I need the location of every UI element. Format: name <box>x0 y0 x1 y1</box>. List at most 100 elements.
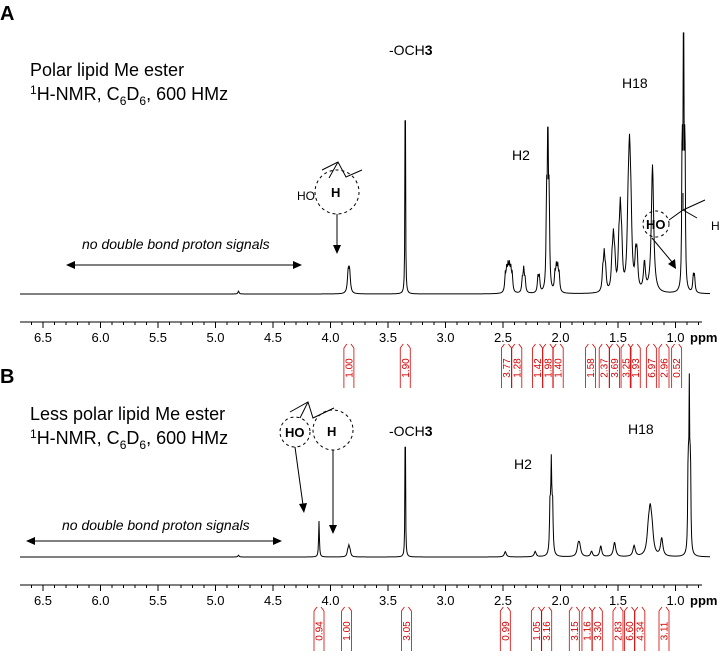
integral-mark: 6.60 <box>624 606 636 651</box>
x-axis-b: 6.5 6.0 5.5 5.0 4.5 4.0 3.5 3.0 2.5 2.0 1.5 1.0 ppm <box>20 584 717 608</box>
integral-value: 1.00 <box>344 358 355 378</box>
h-label-a2: H <box>711 219 720 233</box>
ho-label-b: HO <box>285 425 305 440</box>
arrow-right-icon <box>273 537 282 545</box>
no-double-bond-note-b: no double bond proton signals <box>26 517 282 545</box>
tick-label: 4.5 <box>264 593 282 608</box>
tick-label: 3.5 <box>379 330 397 345</box>
no-double-bond-note-a: no double bond proton signals <box>66 236 302 269</box>
integral-value: 3.69 <box>610 358 621 378</box>
integrals-b: 0.94 1.00 3.05 0.99 1.05 3.16 3.15 1.16 3.30 2.83… <box>313 606 671 651</box>
spectrum-a <box>20 32 711 295</box>
arrow-left-icon <box>66 261 75 269</box>
integral-value: 3.30 <box>593 621 604 641</box>
tick-label: 2.5 <box>494 593 512 608</box>
integral-value: 1.90 <box>401 358 412 378</box>
bond-icon <box>321 161 363 178</box>
integral-mark: 1.98 <box>542 343 554 388</box>
tick-label: 3.0 <box>436 330 454 345</box>
integral-mark: 1.05 <box>530 606 543 651</box>
integral-value: 1.16 <box>582 621 593 641</box>
integral-mark: 2.37 <box>598 343 611 388</box>
integral-mark: 0.94 <box>313 606 326 651</box>
integral-mark: 3.11 <box>658 606 671 651</box>
h2-label-b: H2 <box>514 456 532 472</box>
arrow-head-icon <box>333 245 341 254</box>
no-double-bond-text-a: no double bond proton signals <box>82 236 270 252</box>
tick-label: 5.5 <box>149 330 167 345</box>
integral-mark: 3.15 <box>568 606 581 651</box>
bond-icon <box>668 209 698 221</box>
integral-mark: 6.97 <box>645 343 658 388</box>
integral-mark: 1.28 <box>511 343 523 388</box>
tick-label: 6.0 <box>91 593 109 608</box>
integral-value: 1.42 <box>533 358 544 378</box>
bond-icon <box>682 199 706 211</box>
tick-label: 2.0 <box>551 330 569 345</box>
integral-value: 3.77 <box>502 358 513 378</box>
x-axis-label: ppm <box>690 593 717 608</box>
integral-mark: 3.77 <box>501 343 513 388</box>
integral-value: 1.05 <box>532 621 543 641</box>
x-axis-label: ppm <box>690 330 717 345</box>
panel-b-title: Less polar lipid Me ester <box>30 404 225 424</box>
tick-label: 6.5 <box>34 593 52 608</box>
integral-mark: 2.96 <box>658 343 671 388</box>
integral-mark: 1.00 <box>343 343 355 388</box>
arrow-head-icon <box>668 259 676 269</box>
panel-a: A Polar lipid Me ester 1H-NMR, C6D6, 600… <box>0 3 720 388</box>
panel-letter-a: A <box>0 3 14 25</box>
spectrum-b <box>20 373 711 558</box>
h-label-b: H <box>327 424 336 439</box>
arrow-head-icon <box>329 525 337 534</box>
dashed-circle-icon <box>642 210 670 238</box>
integral-value: 3.05 <box>402 621 413 641</box>
integral-mark: 4.34 <box>634 606 646 651</box>
arrow-left-icon <box>26 537 35 545</box>
ho-label-a2: HO <box>646 217 666 232</box>
bond-icon <box>328 161 339 179</box>
h18-label-b: H18 <box>628 421 654 437</box>
panel-b-subtitle: 1H-NMR, C6D6, 600 HMz <box>30 427 228 452</box>
dashed-circle-icon <box>279 416 311 448</box>
tick-label: 4.5 <box>264 330 282 345</box>
carbinol-h-structure-a: HO H <box>297 161 363 254</box>
integral-mark: 3.69 <box>609 343 621 388</box>
dashed-circle-icon <box>314 169 360 215</box>
integral-mark: 1.00 <box>341 606 353 651</box>
panel-letter-b: B <box>0 366 14 388</box>
arrow-right-icon <box>293 261 302 269</box>
integral-mark: 2.83 <box>612 606 625 651</box>
tick-label: 6.0 <box>91 330 109 345</box>
spectrum-trace <box>20 32 711 295</box>
h18-label-a: H18 <box>622 75 648 91</box>
integral-value: 0.52 <box>672 358 683 378</box>
integral-value: 6.97 <box>647 358 658 378</box>
integral-value: 0.99 <box>501 621 512 641</box>
panel-a-subtitle: 1H-NMR, C6D6, 600 HMz <box>30 83 228 108</box>
arrow-line-icon <box>651 237 673 263</box>
integral-value: 3.16 <box>542 621 553 641</box>
integral-mark: 0.99 <box>499 606 512 651</box>
arrow-line-icon <box>294 446 304 506</box>
tick-label: 3.0 <box>436 593 454 608</box>
tick-label: 3.5 <box>379 593 397 608</box>
integral-value: 3.25 <box>622 358 633 378</box>
integral-mark: 1.16 <box>581 606 593 651</box>
integral-value: 1.28 <box>512 358 523 378</box>
integral-value: 1.40 <box>554 358 565 378</box>
tick-label: 5.0 <box>206 593 224 608</box>
integral-value: 0.94 <box>315 621 326 641</box>
integral-mark: 1.90 <box>399 343 412 388</box>
tick-label: 1.5 <box>609 593 627 608</box>
tick-label: 4.0 <box>321 330 339 345</box>
tick-label: 2.5 <box>494 330 512 345</box>
carbinol-structure-b: HO H <box>279 401 354 534</box>
bond-icon <box>299 401 309 419</box>
tick-label: 1.0 <box>666 330 684 345</box>
tick-label: 1.0 <box>666 593 684 608</box>
tick-label: 5.0 <box>206 330 224 345</box>
integral-mark: 0.52 <box>671 343 683 388</box>
